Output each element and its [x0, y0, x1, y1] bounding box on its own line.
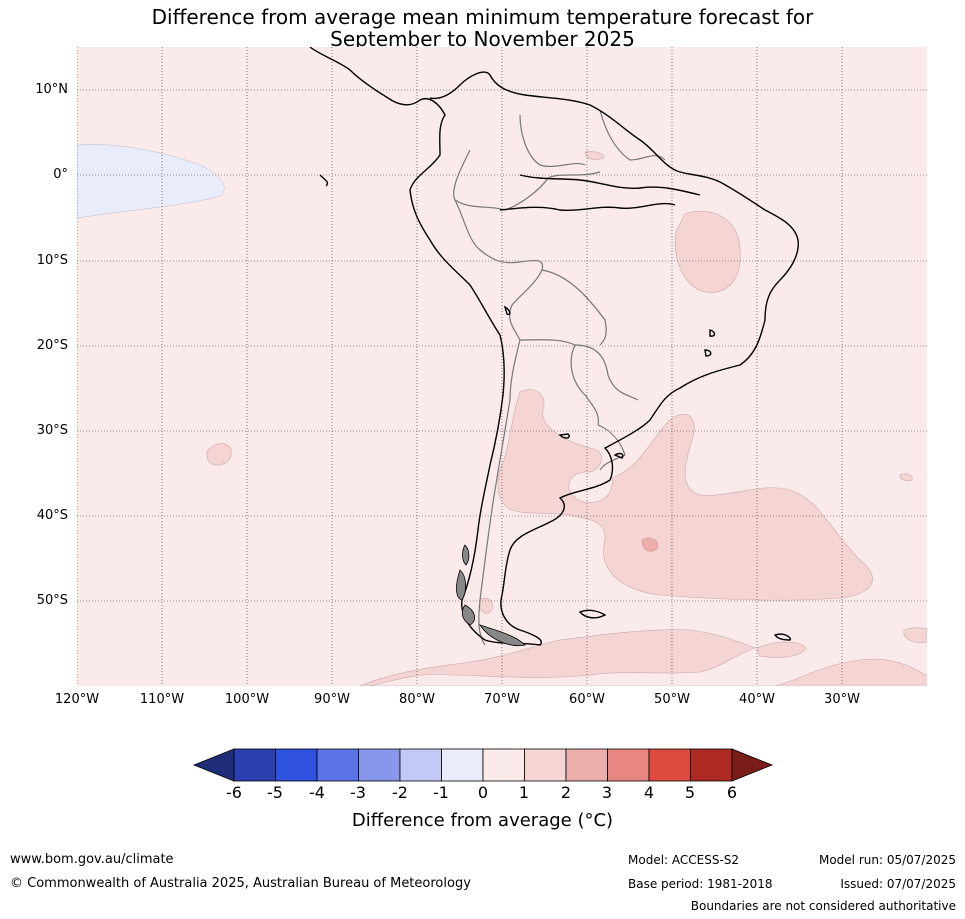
chart-title-line1: Difference from average mean minimum tem… — [151, 5, 814, 29]
colorbar-tick: 5 — [684, 783, 696, 802]
colorbar-extend-high — [731, 748, 774, 782]
colorbar-tick: 2 — [560, 783, 572, 802]
colorbar-swatch — [524, 748, 567, 782]
lon-label-70w: 70°W — [484, 692, 520, 707]
colorbar-swatch — [358, 748, 401, 782]
colorbar-swatch — [233, 748, 276, 782]
colorbar-swatch — [482, 748, 525, 782]
lon-label-30w: 30°W — [824, 692, 860, 707]
colorbar-tick: -5 — [267, 783, 283, 802]
country-boundaries — [453, 109, 666, 646]
lon-label-60w: 60°W — [569, 692, 605, 707]
lon-label-120w: 120°W — [54, 692, 100, 707]
footer-base-period: Base period: 1981-2018 — [628, 877, 773, 891]
colorbar-tick: 6 — [726, 783, 738, 802]
colorbar-tick: -4 — [309, 783, 325, 802]
lat-label-10n: 10°N — [35, 82, 68, 97]
warmest-anomaly-spot — [641, 537, 658, 552]
colorbar-tick: 0 — [477, 783, 489, 802]
colorbar-extend-low — [192, 748, 235, 782]
lon-label-40w: 40°W — [739, 692, 775, 707]
colorbar-swatch — [565, 748, 608, 782]
footer-issued: Issued: 07/07/2025 — [840, 877, 956, 891]
lon-label-110w: 110°W — [139, 692, 185, 707]
colorbar-tick: -1 — [433, 783, 449, 802]
cooler-anomaly-region — [77, 144, 225, 219]
colorbar-swatch — [316, 748, 359, 782]
map-gridlines — [77, 47, 927, 686]
footer-url[interactable]: www.bom.gov.au/climate — [10, 852, 174, 867]
chart-title-line2: September to November 2025 — [330, 27, 635, 51]
lat-label-0: 0° — [53, 167, 68, 182]
colorbar-swatch — [648, 748, 691, 782]
colorbar-tick: 1 — [518, 783, 530, 802]
colorbar-tick: 4 — [643, 783, 655, 802]
footer-model-run: Model run: 05/07/2025 — [818, 853, 956, 867]
colorbar — [192, 748, 774, 782]
colorbar-label: Difference from average (°C) — [351, 810, 614, 831]
lon-label-100w: 100°W — [224, 692, 270, 707]
patagonia-islands — [456, 544, 526, 647]
colorbar-tick: -3 — [350, 783, 366, 802]
footer-disclaimer: Boundaries are not considered authoritat… — [690, 899, 956, 913]
lat-label-40s: 40°S — [36, 508, 68, 523]
lat-label-30s: 30°S — [36, 423, 68, 438]
colorbar-tick: -2 — [392, 783, 408, 802]
coastline — [309, 47, 799, 646]
lat-label-50s: 50°S — [36, 593, 68, 608]
colorbar-swatch — [607, 748, 650, 782]
lon-label-90w: 90°W — [314, 692, 350, 707]
footer-copyright: © Commonwealth of Australia 2025, Austra… — [10, 876, 471, 891]
colorbar-swatch — [441, 748, 484, 782]
lat-label-20s: 20°S — [36, 338, 68, 353]
colorbar-tick: 3 — [601, 783, 613, 802]
colorbar-tick: -6 — [226, 783, 242, 802]
lon-label-50w: 50°W — [654, 692, 690, 707]
colorbar-swatch — [275, 748, 318, 782]
colorbar-swatch — [399, 748, 442, 782]
lat-label-10s: 10°S — [36, 253, 68, 268]
colorbar-swatch — [690, 748, 733, 782]
lon-label-80w: 80°W — [399, 692, 435, 707]
footer-model: Model: ACCESS-S2 — [628, 853, 740, 867]
